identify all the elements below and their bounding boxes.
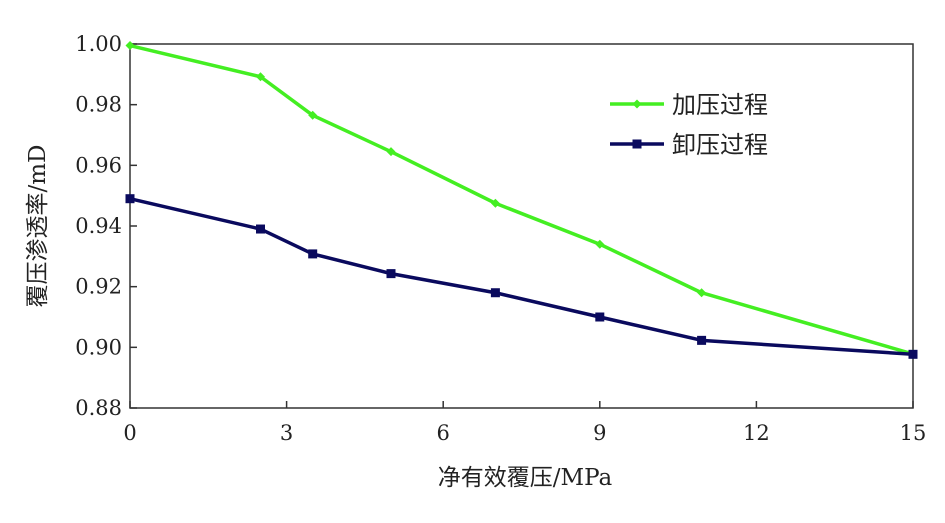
x-tick-label: 0 (123, 421, 136, 445)
data-point (125, 41, 135, 51)
data-point (308, 110, 318, 120)
data-point (697, 288, 707, 298)
x-tick-label: 6 (437, 421, 450, 445)
data-point (256, 224, 265, 234)
series-line (129, 43, 914, 356)
axes: 0 3 6 9 12 15 0.88 0.90 0.92 0.94 0.96 0.98 1.00 (75, 32, 926, 445)
x-axis-title: 净有效覆压/MPa (438, 465, 613, 491)
series-layer (125, 41, 918, 359)
x-tick-label: 12 (743, 421, 770, 445)
data-point (490, 198, 500, 208)
legend-marker (632, 99, 642, 109)
data-point (256, 72, 265, 82)
series-2 (125, 194, 918, 359)
legend-item: 卸压过程 (610, 131, 768, 159)
y-tick-label: 0.94 (75, 214, 122, 238)
y-tick-label: 0.92 (75, 275, 122, 299)
legend-label: 加压过程 (672, 91, 768, 119)
data-point (908, 349, 918, 359)
y-axis-title: 覆压渗透率/mD (25, 145, 51, 308)
data-point (125, 194, 135, 204)
data-point (697, 335, 707, 345)
y-tick-label: 0.98 (75, 93, 122, 117)
data-point (386, 269, 396, 279)
series-line (129, 196, 914, 357)
legend-marker (632, 139, 642, 149)
y-tick-label: 1.00 (75, 32, 122, 56)
legend-label: 卸压过程 (672, 131, 768, 159)
data-point (308, 249, 318, 259)
data-point (595, 312, 605, 322)
data-point (595, 239, 605, 249)
y-tick-label: 0.96 (75, 153, 122, 177)
x-tick-label: 15 (900, 421, 927, 445)
y-tick-label: 0.88 (75, 396, 122, 420)
y-tick-label: 0.90 (75, 335, 122, 359)
data-point (490, 288, 500, 298)
x-tick-label: 9 (593, 421, 606, 445)
series-1 (125, 41, 918, 359)
x-tick-label: 3 (280, 421, 293, 445)
data-point (386, 147, 396, 157)
legend-item: 加压过程 (610, 91, 768, 119)
